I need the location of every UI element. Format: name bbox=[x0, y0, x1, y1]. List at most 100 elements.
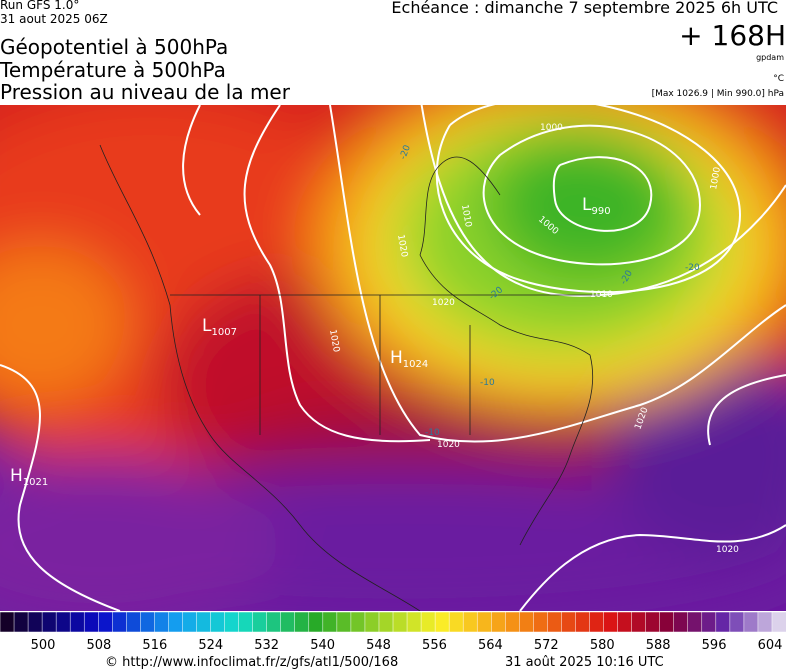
isobar-label: 1000 bbox=[709, 166, 723, 191]
colorbar-swatch bbox=[729, 611, 745, 633]
colorbar-swatch bbox=[41, 611, 57, 633]
isobar-label: 1010 bbox=[590, 290, 613, 300]
temperature-label: -10 bbox=[480, 378, 495, 388]
colorbar-swatch bbox=[673, 611, 689, 633]
colorbar-swatch bbox=[743, 611, 759, 633]
run-date: 31 aout 2025 06Z bbox=[0, 12, 108, 26]
colorbar-swatch bbox=[715, 611, 731, 633]
footer-url: © http://www.infoclimat.fr/z/gfs/atl1/50… bbox=[105, 655, 399, 670]
colorbar-swatch bbox=[617, 611, 633, 633]
colorbar-tick-label: 564 bbox=[478, 638, 503, 653]
colorbar-swatch bbox=[322, 611, 338, 633]
colorbar-swatch bbox=[406, 611, 422, 633]
colorbar-swatch bbox=[631, 611, 647, 633]
colorbar-swatch bbox=[462, 611, 478, 633]
colorbar-swatch bbox=[505, 611, 521, 633]
colorbar-swatch bbox=[659, 611, 675, 633]
colorbar-tick-label: 604 bbox=[758, 638, 783, 653]
colorbar-tick-label: 580 bbox=[590, 638, 615, 653]
colorbar-tick-label: 500 bbox=[31, 638, 56, 653]
colorbar-swatch bbox=[266, 611, 282, 633]
colorbar-swatch bbox=[519, 611, 535, 633]
colorbar-swatch bbox=[126, 611, 142, 633]
colorbar-swatch bbox=[69, 611, 85, 633]
title-line: Pression au niveau de la mer bbox=[0, 80, 290, 104]
colorbar-tick-label: 588 bbox=[646, 638, 671, 653]
colorbar-swatch bbox=[154, 611, 170, 633]
colorbar-tick-label: 548 bbox=[366, 638, 391, 653]
colorbar-swatch bbox=[757, 611, 773, 633]
title-line: Température à 500hPa bbox=[0, 58, 226, 82]
coastlines bbox=[99, 144, 600, 611]
colorbar-swatch bbox=[645, 611, 661, 633]
colorbar-swatch bbox=[294, 611, 310, 633]
pressure-center: H1024 bbox=[390, 348, 428, 370]
colorbar-swatch bbox=[280, 611, 296, 633]
temperature-field bbox=[0, 105, 786, 611]
colorbar-swatch bbox=[182, 611, 198, 633]
colorbar-tick-label: 516 bbox=[142, 638, 167, 653]
temperature-label: -10 bbox=[425, 428, 440, 438]
colorbar-swatch bbox=[448, 611, 464, 633]
isobar-label: 1020 bbox=[327, 329, 341, 354]
colorbar-swatch bbox=[252, 611, 268, 633]
colorbar-swatch bbox=[308, 611, 324, 633]
colorbar-swatch bbox=[336, 611, 352, 633]
colorbar-swatch bbox=[589, 611, 605, 633]
run-label: Run GFS 1.0° bbox=[0, 0, 80, 12]
pressure-center: H1021 bbox=[10, 466, 48, 488]
colorbar-swatch bbox=[701, 611, 717, 633]
colorbar-swatch bbox=[112, 611, 128, 633]
colorbar-swatch bbox=[224, 611, 240, 633]
colorbar-swatch bbox=[238, 611, 254, 633]
colorbar-swatch bbox=[140, 611, 156, 633]
unit-temp: °C bbox=[773, 74, 784, 84]
pressure-range: [Max 1026.9 | Min 990.0] hPa bbox=[651, 89, 784, 99]
colorbar-swatch bbox=[27, 611, 43, 633]
isobar-label: 1020 bbox=[395, 234, 409, 259]
colorbar-swatch bbox=[533, 611, 549, 633]
isobar-label: 1020 bbox=[716, 545, 739, 555]
colorbar-swatch bbox=[55, 611, 71, 633]
colorbar-swatch bbox=[378, 611, 394, 633]
colorbar-swatch bbox=[561, 611, 577, 633]
colorbar: 500 508 516 524 532 540 548 556 564 572 580 588 596 6… bbox=[0, 611, 786, 653]
temperature-label: -20 bbox=[398, 144, 413, 161]
colorbar-swatch bbox=[350, 611, 366, 633]
colorbar-tick-label: 532 bbox=[254, 638, 279, 653]
colorbar-swatch bbox=[687, 611, 703, 633]
isobar-label: 1020 bbox=[432, 298, 455, 308]
colorbar-swatch bbox=[168, 611, 184, 633]
isobar-label: 1010 bbox=[459, 204, 473, 229]
colorbar-swatch bbox=[210, 611, 226, 633]
colorbar-tick-label: 524 bbox=[198, 638, 223, 653]
colorbar-swatch bbox=[434, 611, 450, 633]
unit-geo: gpdam bbox=[756, 53, 784, 62]
colorbar-swatch bbox=[603, 611, 619, 633]
colorbar-tick-label: 508 bbox=[87, 638, 112, 653]
colorbar-swatch bbox=[364, 611, 380, 633]
temperature-label: -20 bbox=[685, 263, 700, 273]
isobar-label: 1000 bbox=[540, 123, 563, 133]
title-line: Géopotentiel à 500hPa bbox=[0, 35, 229, 59]
colorbar-swatch bbox=[0, 611, 15, 633]
pressure-center: L990 bbox=[582, 195, 611, 217]
lead-time: + 168H bbox=[679, 19, 786, 52]
colorbar-swatch bbox=[575, 611, 591, 633]
colorbar-tick-label: 572 bbox=[534, 638, 559, 653]
colorbar-swatch bbox=[420, 611, 436, 633]
colorbar-swatch bbox=[98, 611, 114, 633]
colorbar-tick-label: 596 bbox=[702, 638, 727, 653]
colorbar-swatch bbox=[476, 611, 493, 633]
colorbar-tick-label: 556 bbox=[422, 638, 447, 653]
valid-time: Echéance : dimanche 7 septembre 2025 6h … bbox=[391, 0, 778, 17]
pressure-center: L1007 bbox=[202, 316, 237, 338]
colorbar-swatch bbox=[83, 611, 100, 633]
isobars bbox=[0, 105, 786, 611]
footer-stamp: 31 août 2025 10:16 UTC bbox=[505, 655, 664, 670]
colorbar-swatch bbox=[196, 611, 212, 633]
colorbar-swatch bbox=[547, 611, 563, 633]
colorbar-swatch bbox=[392, 611, 408, 633]
